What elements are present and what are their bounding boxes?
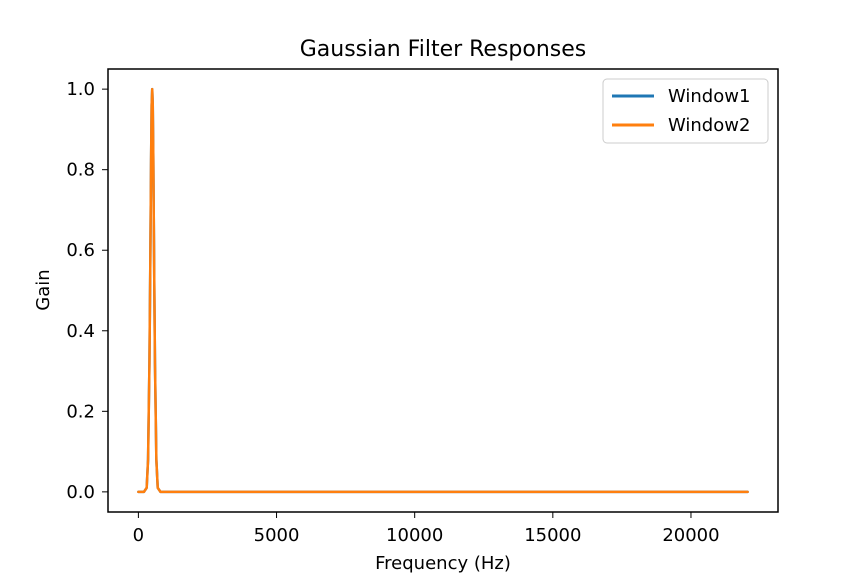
x-axis-label: Frequency (Hz) [375, 553, 511, 574]
plot-frame [107, 68, 779, 513]
x-tick-label: 10000 [386, 525, 443, 546]
series-line-window1 [137, 87, 749, 494]
series-line-window2 [137, 87, 749, 494]
y-axis-ticks: 0.0 0.2 0.4 0.6 0.8 1.0 [66, 79, 108, 503]
chart-title: Gaussian Filter Responses [300, 37, 587, 62]
y-axis-label: Gain [33, 269, 54, 310]
y-tick-label: 0.6 [66, 240, 95, 261]
x-tick-label: 5000 [254, 525, 300, 546]
y-tick-label: 0.8 [66, 160, 95, 181]
y-tick-label: 0.0 [66, 482, 95, 503]
y-tick-label: 0.4 [66, 321, 95, 342]
legend-label-window2: Window2 [668, 115, 750, 136]
legend: Window1 Window2 [602, 78, 769, 144]
x-tick-label: 15000 [524, 525, 581, 546]
y-tick-label: 0.2 [66, 401, 95, 422]
legend-label-window1: Window1 [668, 86, 750, 107]
y-tick-label: 1.0 [66, 79, 95, 100]
x-tick-label: 0 [133, 525, 144, 546]
x-tick-label: 20000 [662, 525, 719, 546]
x-axis-ticks: 0 5000 10000 15000 20000 [133, 512, 720, 546]
series-group [137, 87, 749, 494]
